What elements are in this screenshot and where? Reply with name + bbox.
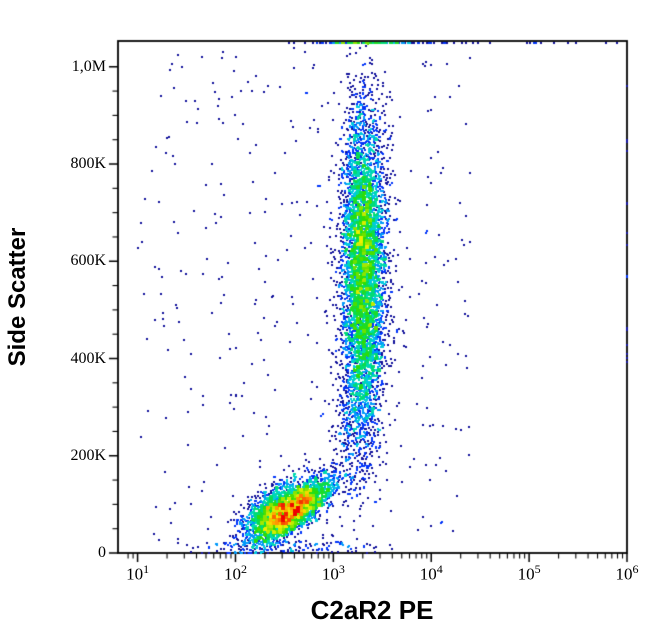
x-axis-title: C2aR2 PE [310,595,434,625]
y-axis-title: Side Scatter [4,227,31,367]
